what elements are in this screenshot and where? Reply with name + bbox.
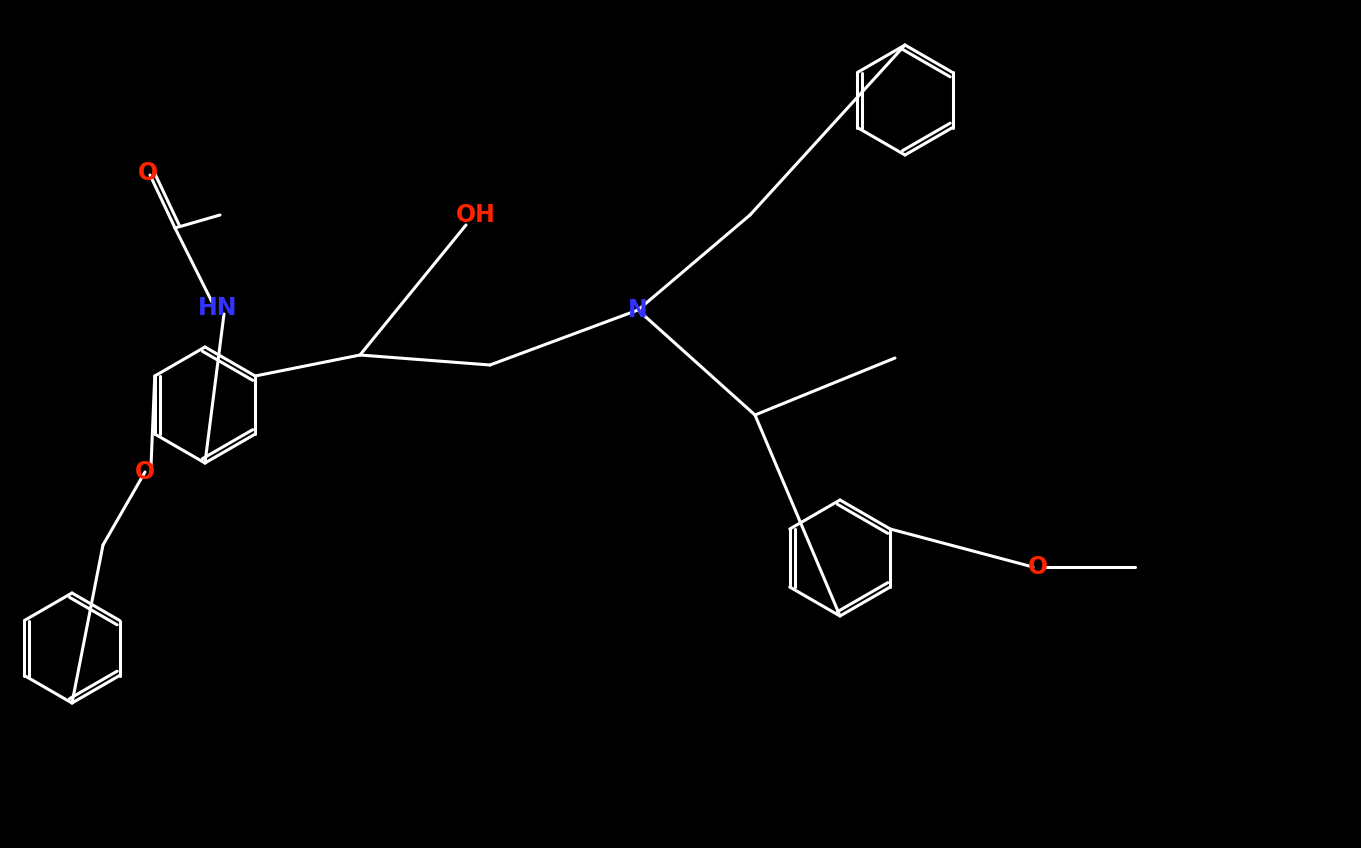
- Text: O: O: [137, 161, 158, 185]
- Text: OH: OH: [456, 203, 495, 227]
- Text: HN: HN: [199, 296, 238, 320]
- Text: N: N: [629, 298, 648, 322]
- Text: O: O: [1028, 555, 1048, 579]
- Text: O: O: [135, 460, 155, 484]
